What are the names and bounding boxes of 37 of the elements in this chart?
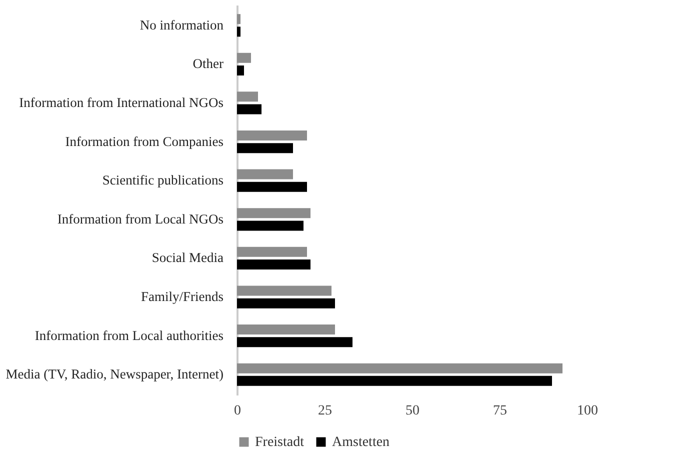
x-tick-label: 100: [577, 404, 598, 418]
bar: [237, 220, 304, 231]
bar: [237, 14, 240, 24]
x-tick-label: 75: [493, 404, 507, 418]
x-tick-label: 0: [234, 404, 241, 418]
y-tick-label: Information from International NGOs: [19, 94, 224, 110]
y-tick-label: Information from Local NGOs: [57, 211, 224, 226]
y-tick-label: Media (TV, Radio, Newspaper, Internet): [6, 366, 224, 382]
bar: [237, 92, 258, 102]
bar: [237, 182, 307, 192]
x-tick-label: 25: [318, 404, 332, 418]
bar: [237, 52, 251, 63]
bar: [237, 143, 293, 154]
bar: [237, 169, 293, 180]
bar: [237, 376, 552, 386]
bar: [237, 337, 352, 348]
y-tick-label: Information from Companies: [65, 134, 224, 149]
y-tick-label: Scientific publications: [102, 172, 224, 188]
y-tick-label: No information: [140, 17, 224, 32]
bar: [237, 363, 562, 374]
y-tick-label: Other: [192, 56, 224, 72]
bar: [237, 26, 240, 37]
bar: [237, 208, 310, 218]
bar: [237, 260, 310, 270]
y-tick-label: Information from Local authorities: [34, 328, 224, 343]
bar: [237, 324, 335, 335]
bar: [237, 65, 244, 76]
bar: [237, 130, 307, 140]
y-tick-label: Social Media: [152, 250, 224, 266]
x-tick-label: 50: [406, 404, 420, 418]
bar: [237, 286, 332, 296]
y-tick-label: Family/Friends: [140, 289, 224, 304]
legend-label: Freistadt: [255, 435, 304, 450]
bar: [237, 104, 262, 114]
bar: [237, 298, 335, 308]
legend-label: Amstetten: [332, 435, 390, 450]
bar: [237, 246, 307, 257]
